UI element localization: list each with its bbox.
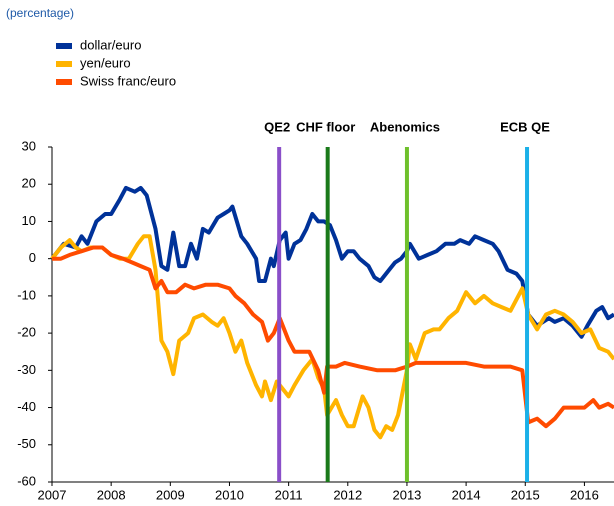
legend-label: dollar/euro	[80, 37, 141, 52]
y-tick-label: -50	[17, 436, 36, 451]
y-tick-label: 20	[22, 176, 36, 191]
legend-swatch	[56, 79, 72, 85]
x-tick-label: 2011	[275, 487, 303, 502]
series-line	[52, 245, 614, 429]
x-tick-label: 2016	[570, 487, 599, 502]
event-label: Abenomics	[370, 119, 440, 134]
series-line	[50, 185, 614, 339]
event-label: QE2	[264, 119, 290, 134]
subtitle: (percentage)	[6, 6, 74, 20]
y-tick-label: -30	[17, 362, 36, 377]
x-tick-label: 2008	[97, 487, 126, 502]
y-tick-label: -20	[17, 325, 36, 340]
x-tick-label: 2007	[38, 487, 67, 502]
event-label: ECB QE	[500, 119, 550, 134]
x-tick-label: 2013	[392, 487, 421, 502]
legend-swatch	[56, 43, 72, 49]
event-label: CHF floor	[296, 119, 355, 134]
x-tick-label: 2014	[452, 487, 481, 502]
y-tick-label: -10	[17, 287, 36, 302]
x-tick-label: 2015	[511, 487, 540, 502]
x-tick-label: 2012	[333, 487, 362, 502]
y-tick-label: 10	[22, 213, 36, 228]
legend-label: yen/euro	[80, 55, 131, 70]
x-tick-label: 2010	[215, 487, 244, 502]
legend-label: Swiss franc/euro	[80, 73, 176, 88]
y-tick-label: 0	[29, 250, 36, 265]
y-tick-label: 30	[22, 138, 36, 153]
x-tick-label: 2009	[156, 487, 185, 502]
legend-swatch	[56, 61, 72, 67]
y-tick-label: -40	[17, 399, 36, 414]
y-tick-label: -60	[17, 473, 36, 488]
series-line	[50, 234, 614, 440]
